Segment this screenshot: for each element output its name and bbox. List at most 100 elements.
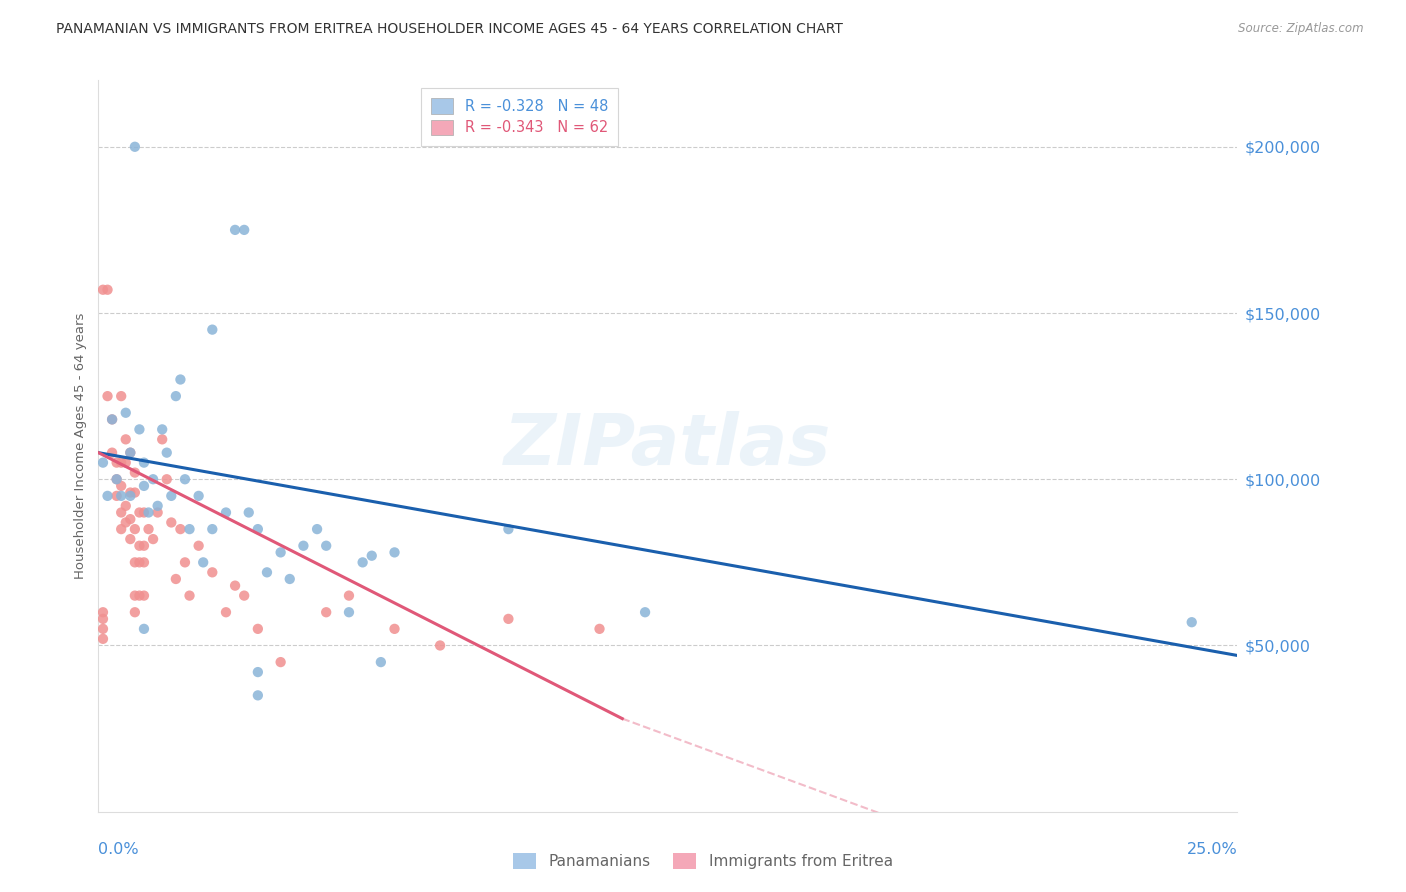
Point [110,389,132,403]
Text: PANAMANIAN VS IMMIGRANTS FROM ERITREA HOUSEHOLDER INCOME AGES 45 - 64 YEARS CORR: PANAMANIAN VS IMMIGRANTS FROM ERITREA HO… [56,22,844,37]
Point [132,479,155,493]
Point [132,506,155,520]
Point [215,506,238,520]
Point [352,555,374,569]
Point [124,522,146,536]
Point [128,539,150,553]
Point [156,445,179,459]
Point [91,612,114,626]
Point [146,506,169,520]
Text: 25.0%: 25.0% [1187,842,1237,857]
Point [337,589,360,603]
Point [246,665,269,679]
Point [105,472,128,486]
Point [193,555,215,569]
Point [174,472,197,486]
Point [132,555,155,569]
Point [120,445,142,459]
Point [337,605,360,619]
Point [101,412,124,426]
Point [246,622,269,636]
Point [150,422,173,436]
Point [101,445,124,459]
Point [160,516,183,530]
Point [146,499,169,513]
Point [384,545,406,559]
Point [91,605,114,619]
Point [132,539,155,553]
Point [96,389,118,403]
Point [110,506,132,520]
Point [124,140,146,154]
Point [101,412,124,426]
Point [124,605,146,619]
Point [315,539,337,553]
Y-axis label: Householder Income Ages 45 - 64 years: Householder Income Ages 45 - 64 years [75,313,87,579]
Point [360,549,382,563]
Point [370,655,392,669]
Point [124,589,146,603]
Point [105,456,128,470]
Point [160,489,183,503]
Point [187,489,209,503]
Point [256,566,278,580]
Point [307,522,329,536]
Point [105,472,128,486]
Point [110,489,132,503]
Point [169,372,191,386]
Point [270,545,292,559]
Point [429,639,451,653]
Point [215,605,238,619]
Legend: R = -0.328   N = 48, R = -0.343   N = 62: R = -0.328 N = 48, R = -0.343 N = 62 [422,87,619,145]
Point [128,589,150,603]
Point [110,479,132,493]
Point [91,632,114,646]
Point [1181,615,1204,630]
Point [246,689,269,703]
Text: Source: ZipAtlas.com: Source: ZipAtlas.com [1239,22,1364,36]
Point [165,389,187,403]
Point [270,655,292,669]
Point [96,489,118,503]
Point [138,522,160,536]
Point [105,489,128,503]
Point [201,522,224,536]
Point [179,522,201,536]
Point [128,506,150,520]
Point [91,456,114,470]
Point [238,506,260,520]
Point [278,572,301,586]
Point [179,589,201,603]
Legend: Panamanians, Immigrants from Eritrea: Panamanians, Immigrants from Eritrea [508,847,898,875]
Point [224,579,246,593]
Point [110,456,132,470]
Point [169,522,191,536]
Point [224,223,246,237]
Point [498,522,520,536]
Point [233,589,256,603]
Point [120,485,142,500]
Point [201,323,224,337]
Point [138,506,160,520]
Point [124,485,146,500]
Point [156,472,179,486]
Point [91,622,114,636]
Point [96,283,118,297]
Point [588,622,610,636]
Point [187,539,209,553]
Point [114,406,136,420]
Point [128,555,150,569]
Point [132,622,155,636]
Text: 0.0%: 0.0% [98,842,139,857]
Point [124,466,146,480]
Point [246,522,269,536]
Point [120,445,142,459]
Point [150,433,173,447]
Point [114,456,136,470]
Point [384,622,406,636]
Point [142,532,165,546]
Point [128,422,150,436]
Point [634,605,657,619]
Point [120,489,142,503]
Text: ZIPatlas: ZIPatlas [505,411,831,481]
